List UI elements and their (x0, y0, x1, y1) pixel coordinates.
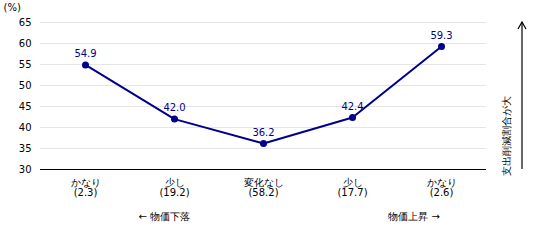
svg-text:← 物価下落: ← 物価下落 (139, 211, 191, 222)
svg-text:65: 65 (19, 17, 32, 28)
svg-text:かなり(2.3): かなり(2.3) (71, 177, 101, 198)
svg-text:少し(19.2): 少し(19.2) (159, 177, 189, 198)
svg-text:42.0: 42.0 (163, 102, 185, 113)
svg-text:かなり(2.6): かなり(2.6) (427, 177, 457, 198)
svg-text:60: 60 (19, 38, 32, 49)
svg-text:35: 35 (19, 143, 32, 154)
svg-text:36.2: 36.2 (252, 127, 274, 138)
svg-text:(%): (%) (4, 2, 21, 13)
svg-text:50: 50 (19, 80, 32, 91)
svg-text:42.4: 42.4 (341, 101, 363, 112)
svg-text:40: 40 (19, 122, 32, 133)
svg-text:30: 30 (19, 164, 32, 175)
svg-text:54.9: 54.9 (74, 48, 96, 59)
svg-text:物価上昇 →: 物価上昇 → (388, 211, 440, 222)
svg-text:45: 45 (19, 101, 32, 112)
svg-text:少し(17.7): 少し(17.7) (337, 177, 367, 198)
svg-text:59.3: 59.3 (430, 30, 452, 41)
svg-text:55: 55 (19, 59, 32, 70)
svg-text:支出削減割合が大: 支出削減割合が大 (501, 96, 512, 176)
svg-text:変化なし(58.2): 変化なし(58.2) (244, 177, 284, 198)
